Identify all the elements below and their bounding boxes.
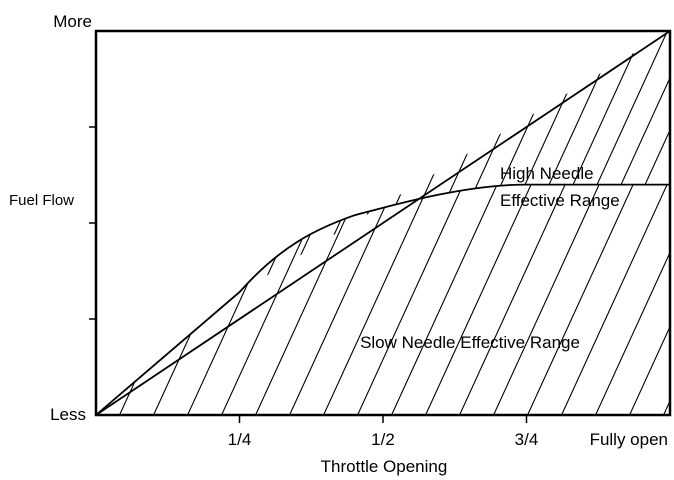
hatch-line bbox=[438, 31, 625, 293]
hatch-line bbox=[624, 184, 670, 415]
hatch-line bbox=[0, 21, 168, 425]
hatch-line bbox=[462, 31, 649, 293]
hatch-line bbox=[239, 31, 289, 293]
slow-needle-limit-curve bbox=[95, 183, 670, 416]
hatch-line bbox=[96, 184, 97, 415]
y-axis-bottom-label: Less bbox=[50, 405, 86, 424]
hatch-line bbox=[414, 31, 601, 293]
hatch-line bbox=[239, 31, 385, 293]
hatch-line bbox=[486, 31, 670, 293]
x-tick-label: 1/4 bbox=[228, 430, 252, 449]
slow-needle-label: Slow Needle Effective Range bbox=[360, 333, 580, 352]
hatch-line bbox=[239, 31, 241, 293]
hatch-line bbox=[216, 184, 403, 415]
hatch-line bbox=[114, 184, 301, 415]
hatch-line bbox=[31, 21, 216, 425]
x-tick-label: Fully open bbox=[590, 430, 668, 449]
hatch-line bbox=[96, 184, 267, 415]
hatch-line bbox=[250, 184, 437, 415]
hatch-line bbox=[0, 21, 144, 425]
y-axis-ticks bbox=[89, 126, 96, 320]
hatch-line bbox=[0, 21, 120, 425]
hatch-line bbox=[386, 184, 573, 415]
high-needle-label-line-1: High Needle bbox=[500, 164, 594, 183]
hatch-line bbox=[0, 21, 96, 425]
hatch-line bbox=[270, 31, 457, 293]
total-fuel-flow-line bbox=[95, 30, 671, 416]
hatch-line bbox=[658, 184, 670, 415]
x-tick-label: 3/4 bbox=[515, 430, 539, 449]
x-axis-label: Throttle Opening bbox=[321, 457, 448, 476]
hatch-line bbox=[366, 31, 553, 293]
hatch-line bbox=[294, 31, 481, 293]
hatch-line bbox=[7, 21, 192, 425]
hatch-line bbox=[246, 31, 433, 293]
hatch-line bbox=[488, 184, 670, 415]
hatch-line bbox=[284, 184, 471, 415]
high-needle-label-line-2: Effective Range bbox=[500, 191, 620, 210]
hatch-line bbox=[390, 31, 577, 293]
hatch-line bbox=[352, 184, 539, 415]
hatch-line bbox=[590, 184, 670, 415]
slow-needle-region-hatching bbox=[96, 184, 670, 415]
y-axis-label: Fuel Flow bbox=[9, 192, 74, 209]
hatch-line bbox=[606, 31, 670, 293]
hatch-line bbox=[342, 31, 529, 293]
hatch-line bbox=[558, 31, 670, 293]
x-axis-ticks: 1/4 1/2 3/4 Fully open bbox=[228, 415, 668, 449]
y-axis-top-label: More bbox=[53, 12, 92, 31]
hatch-line bbox=[522, 184, 670, 415]
hatch-line bbox=[96, 184, 233, 415]
hatch-line bbox=[96, 184, 165, 415]
high-needle-region-hatching bbox=[0, 21, 670, 425]
hatch-line bbox=[454, 184, 641, 415]
hatch-line bbox=[182, 184, 369, 415]
hatch-line bbox=[318, 184, 505, 415]
hatch-line bbox=[556, 184, 670, 415]
hatch-line bbox=[239, 31, 337, 293]
x-tick-label: 1/2 bbox=[371, 430, 395, 449]
hatch-line bbox=[148, 184, 335, 415]
hatch-line bbox=[96, 184, 131, 415]
hatch-line bbox=[420, 184, 607, 415]
